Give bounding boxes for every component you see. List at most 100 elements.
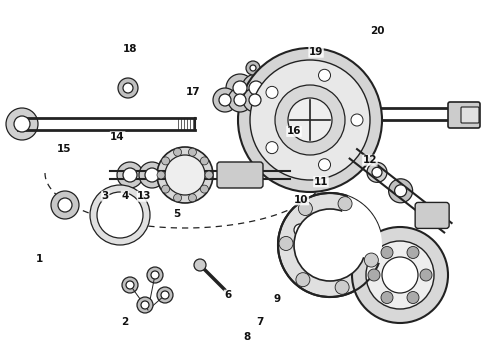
Circle shape bbox=[234, 94, 246, 106]
Circle shape bbox=[407, 292, 419, 303]
FancyBboxPatch shape bbox=[415, 202, 449, 229]
Circle shape bbox=[266, 86, 278, 98]
Circle shape bbox=[242, 74, 270, 102]
Circle shape bbox=[145, 168, 159, 182]
Circle shape bbox=[296, 273, 310, 287]
Circle shape bbox=[338, 197, 352, 211]
Circle shape bbox=[367, 162, 387, 182]
Circle shape bbox=[157, 287, 173, 303]
Circle shape bbox=[173, 194, 182, 202]
Circle shape bbox=[278, 193, 382, 297]
Circle shape bbox=[108, 203, 132, 227]
Circle shape bbox=[161, 291, 169, 299]
Circle shape bbox=[243, 88, 267, 112]
Circle shape bbox=[265, 81, 279, 95]
Wedge shape bbox=[330, 196, 382, 263]
Circle shape bbox=[98, 193, 142, 237]
Circle shape bbox=[382, 257, 418, 293]
Circle shape bbox=[162, 157, 170, 165]
FancyBboxPatch shape bbox=[448, 102, 480, 128]
Circle shape bbox=[137, 297, 153, 313]
Circle shape bbox=[165, 155, 205, 195]
Text: 4: 4 bbox=[121, 191, 129, 201]
Text: 7: 7 bbox=[256, 317, 264, 327]
Text: 2: 2 bbox=[122, 317, 128, 327]
Circle shape bbox=[335, 280, 349, 294]
Circle shape bbox=[275, 85, 345, 155]
Circle shape bbox=[246, 61, 260, 75]
Text: 8: 8 bbox=[244, 332, 251, 342]
Circle shape bbox=[294, 224, 306, 236]
Circle shape bbox=[250, 65, 256, 71]
Circle shape bbox=[139, 162, 165, 188]
Circle shape bbox=[123, 83, 133, 93]
Circle shape bbox=[389, 179, 413, 203]
Circle shape bbox=[123, 168, 137, 182]
Circle shape bbox=[318, 69, 331, 81]
Circle shape bbox=[249, 81, 263, 95]
Circle shape bbox=[157, 171, 165, 179]
Circle shape bbox=[141, 301, 149, 309]
Circle shape bbox=[219, 94, 231, 106]
Circle shape bbox=[279, 237, 293, 251]
Text: 18: 18 bbox=[122, 44, 137, 54]
Text: 16: 16 bbox=[287, 126, 301, 136]
Text: 13: 13 bbox=[137, 191, 152, 201]
Circle shape bbox=[372, 167, 382, 177]
Circle shape bbox=[250, 60, 370, 180]
Circle shape bbox=[162, 185, 170, 193]
Circle shape bbox=[147, 267, 163, 283]
Circle shape bbox=[205, 171, 213, 179]
FancyBboxPatch shape bbox=[217, 162, 263, 188]
Circle shape bbox=[294, 209, 366, 281]
Text: 10: 10 bbox=[294, 195, 309, 205]
Circle shape bbox=[352, 227, 448, 323]
Circle shape bbox=[368, 269, 380, 281]
Circle shape bbox=[194, 259, 206, 271]
Text: 1: 1 bbox=[36, 254, 43, 264]
Circle shape bbox=[51, 191, 79, 219]
Circle shape bbox=[381, 292, 393, 303]
Circle shape bbox=[117, 162, 143, 188]
Circle shape bbox=[6, 108, 38, 140]
Text: 6: 6 bbox=[224, 290, 231, 300]
Circle shape bbox=[249, 94, 261, 106]
Text: 20: 20 bbox=[370, 26, 385, 36]
Circle shape bbox=[118, 78, 138, 98]
Circle shape bbox=[200, 157, 208, 165]
Text: 11: 11 bbox=[314, 177, 328, 187]
Circle shape bbox=[226, 74, 254, 102]
Circle shape bbox=[151, 271, 159, 279]
Circle shape bbox=[233, 81, 247, 95]
Circle shape bbox=[213, 88, 237, 112]
Text: 19: 19 bbox=[309, 47, 323, 57]
Circle shape bbox=[318, 159, 331, 171]
Circle shape bbox=[126, 281, 134, 289]
Circle shape bbox=[189, 194, 196, 202]
Circle shape bbox=[157, 147, 213, 203]
Text: 9: 9 bbox=[273, 294, 280, 304]
Text: 5: 5 bbox=[173, 209, 180, 219]
Circle shape bbox=[122, 277, 138, 293]
Circle shape bbox=[407, 247, 419, 258]
Circle shape bbox=[266, 141, 278, 154]
Circle shape bbox=[288, 218, 312, 242]
Circle shape bbox=[420, 269, 432, 281]
Circle shape bbox=[58, 198, 72, 212]
Circle shape bbox=[14, 116, 30, 132]
Text: 14: 14 bbox=[110, 132, 125, 142]
Circle shape bbox=[228, 88, 252, 112]
Circle shape bbox=[258, 74, 286, 102]
Circle shape bbox=[351, 114, 363, 126]
Circle shape bbox=[381, 247, 393, 258]
Circle shape bbox=[298, 202, 313, 216]
Circle shape bbox=[238, 48, 382, 192]
Circle shape bbox=[288, 98, 332, 142]
Circle shape bbox=[394, 185, 407, 197]
Text: 17: 17 bbox=[186, 87, 201, 97]
Circle shape bbox=[97, 192, 143, 238]
Circle shape bbox=[365, 253, 378, 267]
Circle shape bbox=[189, 148, 196, 156]
Circle shape bbox=[200, 185, 208, 193]
Text: 3: 3 bbox=[102, 191, 109, 201]
